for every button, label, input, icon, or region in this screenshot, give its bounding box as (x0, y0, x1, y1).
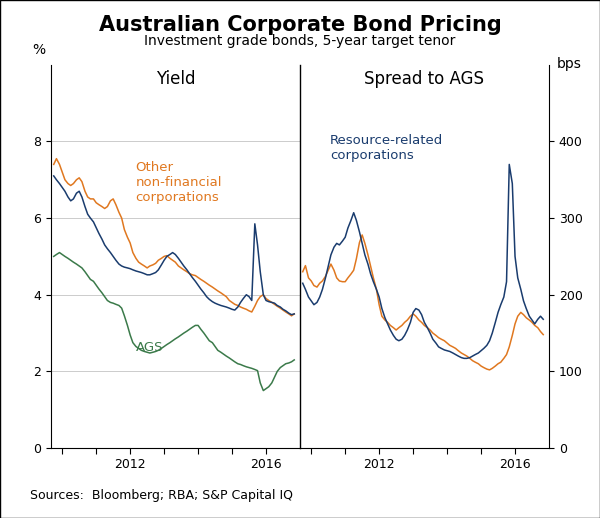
Text: Sources:  Bloomberg; RBA; S&P Capital IQ: Sources: Bloomberg; RBA; S&P Capital IQ (30, 490, 293, 502)
Y-axis label: %: % (32, 43, 45, 57)
Y-axis label: bps: bps (556, 57, 581, 71)
Text: Other
non-financial
corporations: Other non-financial corporations (136, 161, 222, 204)
Text: Investment grade bonds, 5-year target tenor: Investment grade bonds, 5-year target te… (145, 34, 455, 48)
Text: Yield: Yield (156, 70, 195, 89)
Text: Australian Corporate Bond Pricing: Australian Corporate Bond Pricing (98, 15, 502, 35)
Text: AGS: AGS (136, 341, 163, 354)
Text: Spread to AGS: Spread to AGS (365, 70, 485, 89)
Text: Resource-related
corporations: Resource-related corporations (330, 134, 443, 162)
